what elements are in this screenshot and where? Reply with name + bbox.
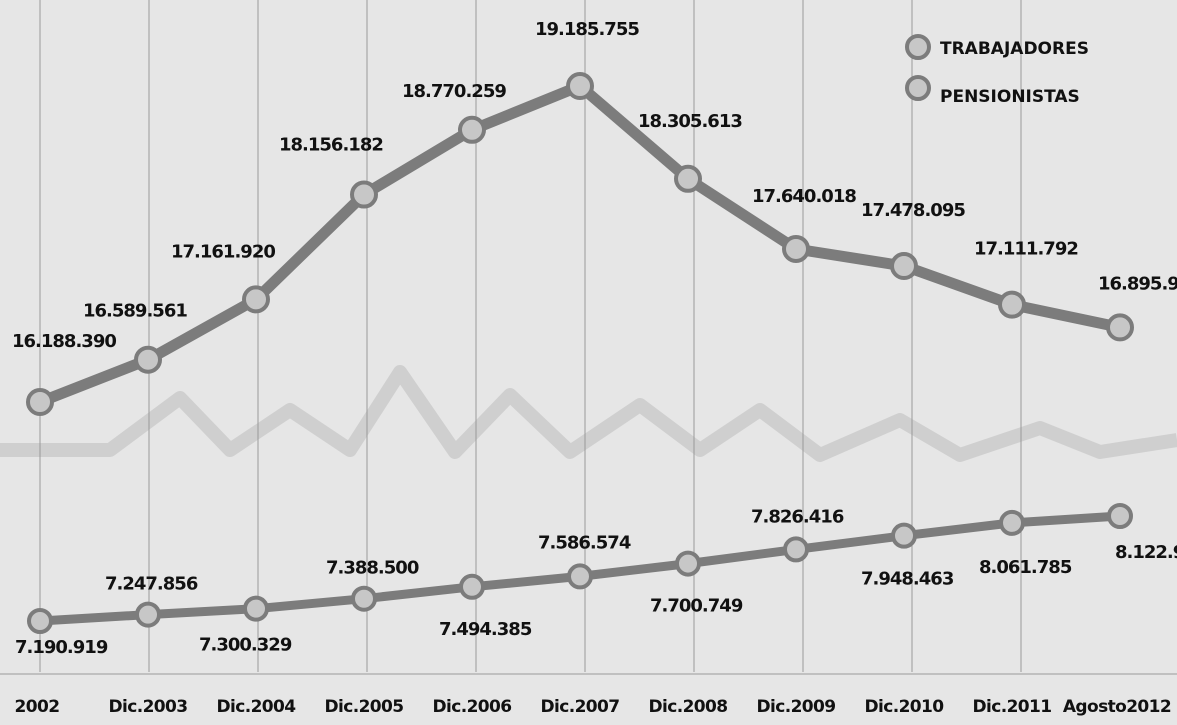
data-label-trabajadores: 16.589.561: [83, 301, 187, 322]
data-point-pensionistas: [1107, 503, 1133, 529]
data-point-trabajadores: [674, 164, 702, 193]
data-label-pensionistas: 7.948.463: [861, 569, 954, 590]
data-point-trabajadores: [458, 115, 486, 144]
legend-marker-trabajadores: [905, 34, 931, 60]
series-markers: [26, 72, 1134, 634]
legend-marker-pensionistas: [905, 75, 931, 101]
data-point-pensionistas: [135, 601, 161, 628]
data-point-pensionistas: [999, 509, 1025, 536]
data-point-pensionistas: [351, 585, 377, 612]
data-labels: 16.188.390 16.589.561 17.161.920 18.156.182…: [12, 19, 1177, 658]
x-tick-label: Dic.2006: [433, 697, 512, 717]
data-point-trabajadores: [1106, 313, 1134, 342]
data-label-trabajadores: 17.111.792: [974, 239, 1078, 260]
data-label-trabajadores: 17.640.018: [752, 186, 856, 207]
data-label-trabajadores: 18.305.613: [638, 111, 742, 132]
data-label-trabajadores: 16.188.390: [12, 331, 116, 352]
data-point-trabajadores: [242, 285, 270, 314]
data-label-trabajadores: 17.161.920: [171, 241, 275, 262]
data-point-trabajadores: [890, 252, 918, 281]
data-point-trabajadores: [134, 345, 162, 374]
x-axis-tick-labels: 2002 Dic.2003 Dic.2004 Dic.2005 Dic.2006 Dic.…: [15, 697, 1172, 717]
data-point-pensionistas: [891, 522, 917, 549]
x-tick-label: Dic.2004: [217, 697, 297, 717]
data-label-pensionistas: 8.061.785: [979, 557, 1072, 578]
x-tick-label: Dic.2007: [541, 697, 620, 717]
data-point-trabajadores: [566, 72, 594, 100]
data-label-pensionistas: 7.700.749: [650, 596, 743, 617]
data-label-pensionistas: 7.247.856: [105, 574, 198, 595]
background-zigzag: [0, 365, 1177, 462]
x-tick-label: 2002: [15, 697, 60, 717]
data-label-pensionistas: 8.122.950: [1115, 542, 1177, 563]
legend: TRABAJADORES PENSIONISTAS: [905, 34, 1089, 107]
data-point-trabajadores: [782, 234, 810, 263]
data-point-pensionistas: [783, 536, 809, 563]
legend-label-pensionistas: PENSIONISTAS: [940, 87, 1080, 107]
x-tick-label: Dic.2003: [109, 697, 188, 717]
x-tick-label: Dic.2011: [973, 697, 1052, 717]
x-tick-label: Dic.2009: [757, 697, 836, 717]
data-label-trabajadores: 18.770.259: [402, 81, 506, 102]
data-label-trabajadores: 17.478.095: [861, 200, 965, 221]
data-label-trabajadores: 16.895.977: [1098, 273, 1177, 294]
data-label-pensionistas: 7.388.500: [326, 558, 419, 579]
data-point-pensionistas: [459, 573, 485, 600]
legend-item-pensionistas: PENSIONISTAS: [905, 75, 1080, 107]
data-label-trabajadores: 18.156.182: [279, 135, 383, 156]
data-point-pensionistas: [675, 550, 701, 577]
x-tick-label: Agosto2012: [1063, 697, 1171, 717]
data-point-trabajadores: [26, 388, 54, 416]
legend-item-trabajadores: TRABAJADORES: [905, 34, 1089, 60]
data-point-pensionistas: [27, 608, 53, 634]
x-tick-label: Dic.2008: [649, 697, 728, 717]
data-label-pensionistas: 7.300.329: [199, 635, 292, 656]
data-point-trabajadores: [998, 290, 1026, 319]
data-point-pensionistas: [243, 595, 269, 622]
data-label-pensionistas: 7.494.385: [439, 619, 532, 640]
data-label-pensionistas: 7.586.574: [538, 532, 631, 553]
background-decoration: [0, 365, 1177, 462]
data-label-trabajadores: 19.185.755: [535, 19, 639, 40]
data-label-pensionistas: 7.826.416: [751, 506, 844, 527]
legend-label-trabajadores: TRABAJADORES: [940, 39, 1089, 59]
data-point-trabajadores: [350, 180, 378, 209]
vertical-grid: [0, 0, 1177, 675]
x-tick-label: Dic.2005: [325, 697, 404, 717]
data-label-pensionistas: 7.190.919: [15, 637, 108, 658]
data-point-pensionistas: [567, 563, 593, 590]
x-tick-label: Dic.2010: [865, 697, 945, 717]
